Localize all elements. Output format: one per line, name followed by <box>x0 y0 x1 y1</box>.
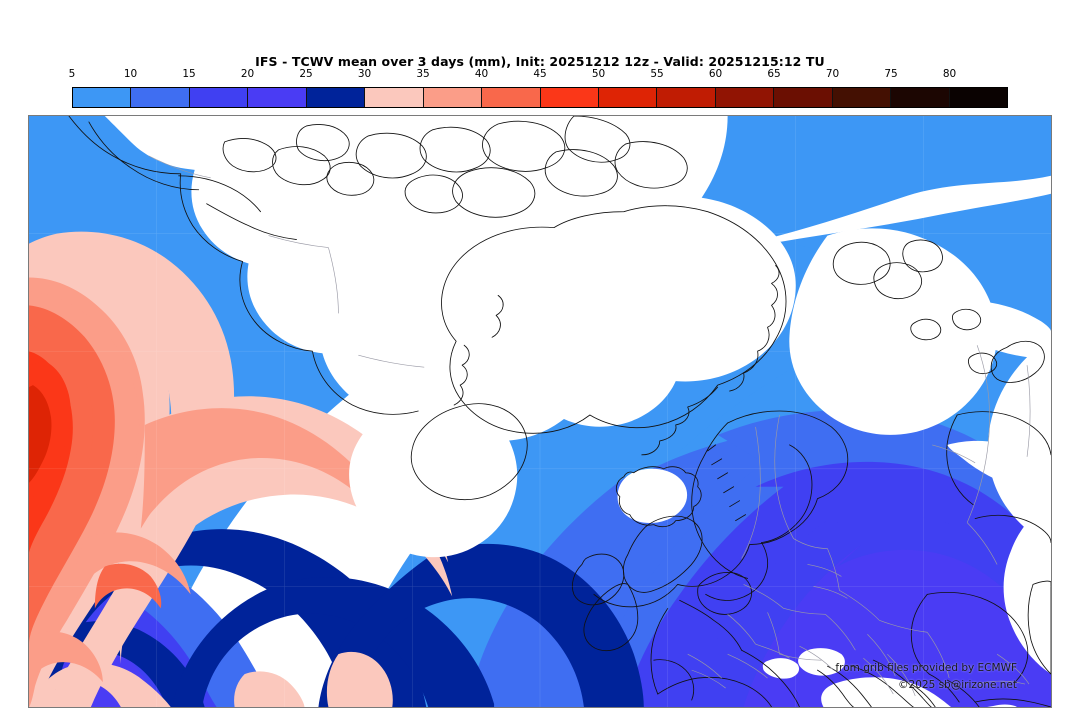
colorbar-tick-25: 25 <box>299 68 313 80</box>
coastlines <box>68 116 1051 707</box>
colorbar-tick-35: 35 <box>416 68 430 80</box>
colorbar-tick-5: 5 <box>68 68 76 80</box>
colorbar-swatch-70 <box>832 88 892 107</box>
colorbar-swatch-5 <box>73 88 132 107</box>
colorbar-swatch-60 <box>715 88 775 107</box>
colorbar-swatch-15 <box>189 88 249 107</box>
colorbar-swatch-35 <box>423 88 483 107</box>
colorbar-tick-75: 75 <box>884 68 898 80</box>
colorbar-swatch-20 <box>248 88 307 107</box>
colorbar-tick-40: 40 <box>474 68 489 80</box>
colorbar-tick-20: 20 <box>240 68 255 80</box>
colorbar-tick-60: 60 <box>708 68 723 80</box>
credit-copyright: ©2025 sb@irizone.net <box>898 678 1017 691</box>
graticule <box>29 116 1051 707</box>
colorbar-swatch-55 <box>657 88 716 107</box>
colorbar-swatch-40 <box>482 88 541 107</box>
colorbar-tick-10: 10 <box>123 68 138 80</box>
country-borders <box>148 155 1031 697</box>
colorbar-tick-50: 50 <box>591 68 606 80</box>
colorbar-tick-80: 80 <box>942 68 957 80</box>
colorbar-tick-30: 30 <box>357 68 372 80</box>
colorbar-tick-15: 15 <box>182 68 196 80</box>
colorbar-tick-45: 45 <box>533 68 547 80</box>
dry-areas <box>72 116 1051 707</box>
colorbar-swatch-75 <box>891 88 950 107</box>
credit-source: from grib files provided by ECMWF <box>835 662 1017 675</box>
colorbar-tick-70: 70 <box>825 68 840 80</box>
colorbar-swatch-30 <box>365 88 424 107</box>
colorbar-swatch-45 <box>540 88 599 107</box>
page-title: IFS - TCWV mean over 3 days (mm), Init: … <box>255 54 825 69</box>
colorbar-swatch-10 <box>131 88 190 107</box>
colorbar-tick-65: 65 <box>767 68 781 80</box>
colorbar-swatch-25 <box>306 88 366 107</box>
colorbar-swatch-80 <box>949 88 1007 107</box>
map-canvas <box>29 116 1051 707</box>
colorbar <box>72 87 1008 108</box>
colorbar-swatch-50 <box>598 88 658 107</box>
weather-map[interactable]: from grib files provided by ECMWF ©2025 … <box>28 115 1052 708</box>
colorbar-tick-55: 55 <box>650 68 664 80</box>
colorbar-tick-labels: 5 10 15 20 25 30 35 40 45 50 55 60 65 70 75 80 <box>68 68 1008 82</box>
colorbar-swatches <box>72 87 1008 108</box>
colorbar-swatch-65 <box>774 88 833 107</box>
credits-block: from grib files provided by ECMWF ©2025 … <box>835 660 1017 693</box>
